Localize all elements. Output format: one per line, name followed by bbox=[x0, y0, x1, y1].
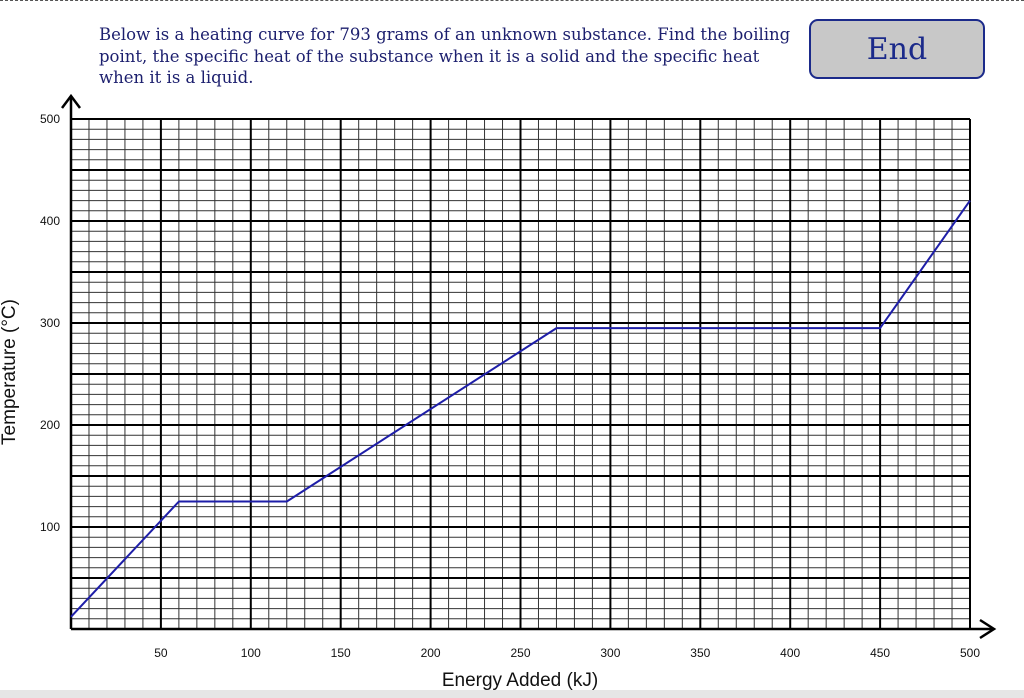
x-axis-label: Energy Added (kJ) bbox=[442, 670, 598, 691]
y-tick-label: 100 bbox=[40, 520, 60, 534]
bottom-strip bbox=[0, 690, 1024, 698]
question-text: Below is a heating curve for 793 grams o… bbox=[99, 25, 791, 87]
x-tick-label: 450 bbox=[870, 646, 890, 660]
x-tick-label: 150 bbox=[331, 646, 351, 660]
y-tick-label: 500 bbox=[40, 112, 60, 126]
x-tick-label: 250 bbox=[510, 646, 530, 660]
heating-curve-line bbox=[70, 200, 971, 618]
x-tick-label: 300 bbox=[600, 646, 620, 660]
x-axis-arrow bbox=[979, 618, 997, 640]
y-axis-arrow bbox=[61, 93, 81, 109]
major-grid bbox=[71, 118, 971, 629]
x-tick-label: 400 bbox=[780, 646, 800, 660]
x-tick-label: 500 bbox=[960, 646, 980, 660]
x-tick-label: 200 bbox=[421, 646, 441, 660]
x-tick-label: 50 bbox=[154, 646, 168, 660]
axes bbox=[61, 93, 997, 640]
y-tick-label: 400 bbox=[40, 214, 60, 228]
end-button[interactable]: End bbox=[809, 19, 985, 79]
y-tick-label: 200 bbox=[40, 418, 60, 432]
y-tick-label: 300 bbox=[40, 316, 60, 330]
x-tick-label: 350 bbox=[690, 646, 710, 660]
top-dashed-border bbox=[0, 0, 1024, 1]
y-axis-label: Temperature (°C) bbox=[0, 299, 20, 445]
tick-labels: 50 100 150 200 250 300 350 400 450 500 100 200 300 40… bbox=[40, 112, 980, 660]
series-lines bbox=[70, 200, 971, 618]
x-tick-label: 100 bbox=[241, 646, 261, 660]
